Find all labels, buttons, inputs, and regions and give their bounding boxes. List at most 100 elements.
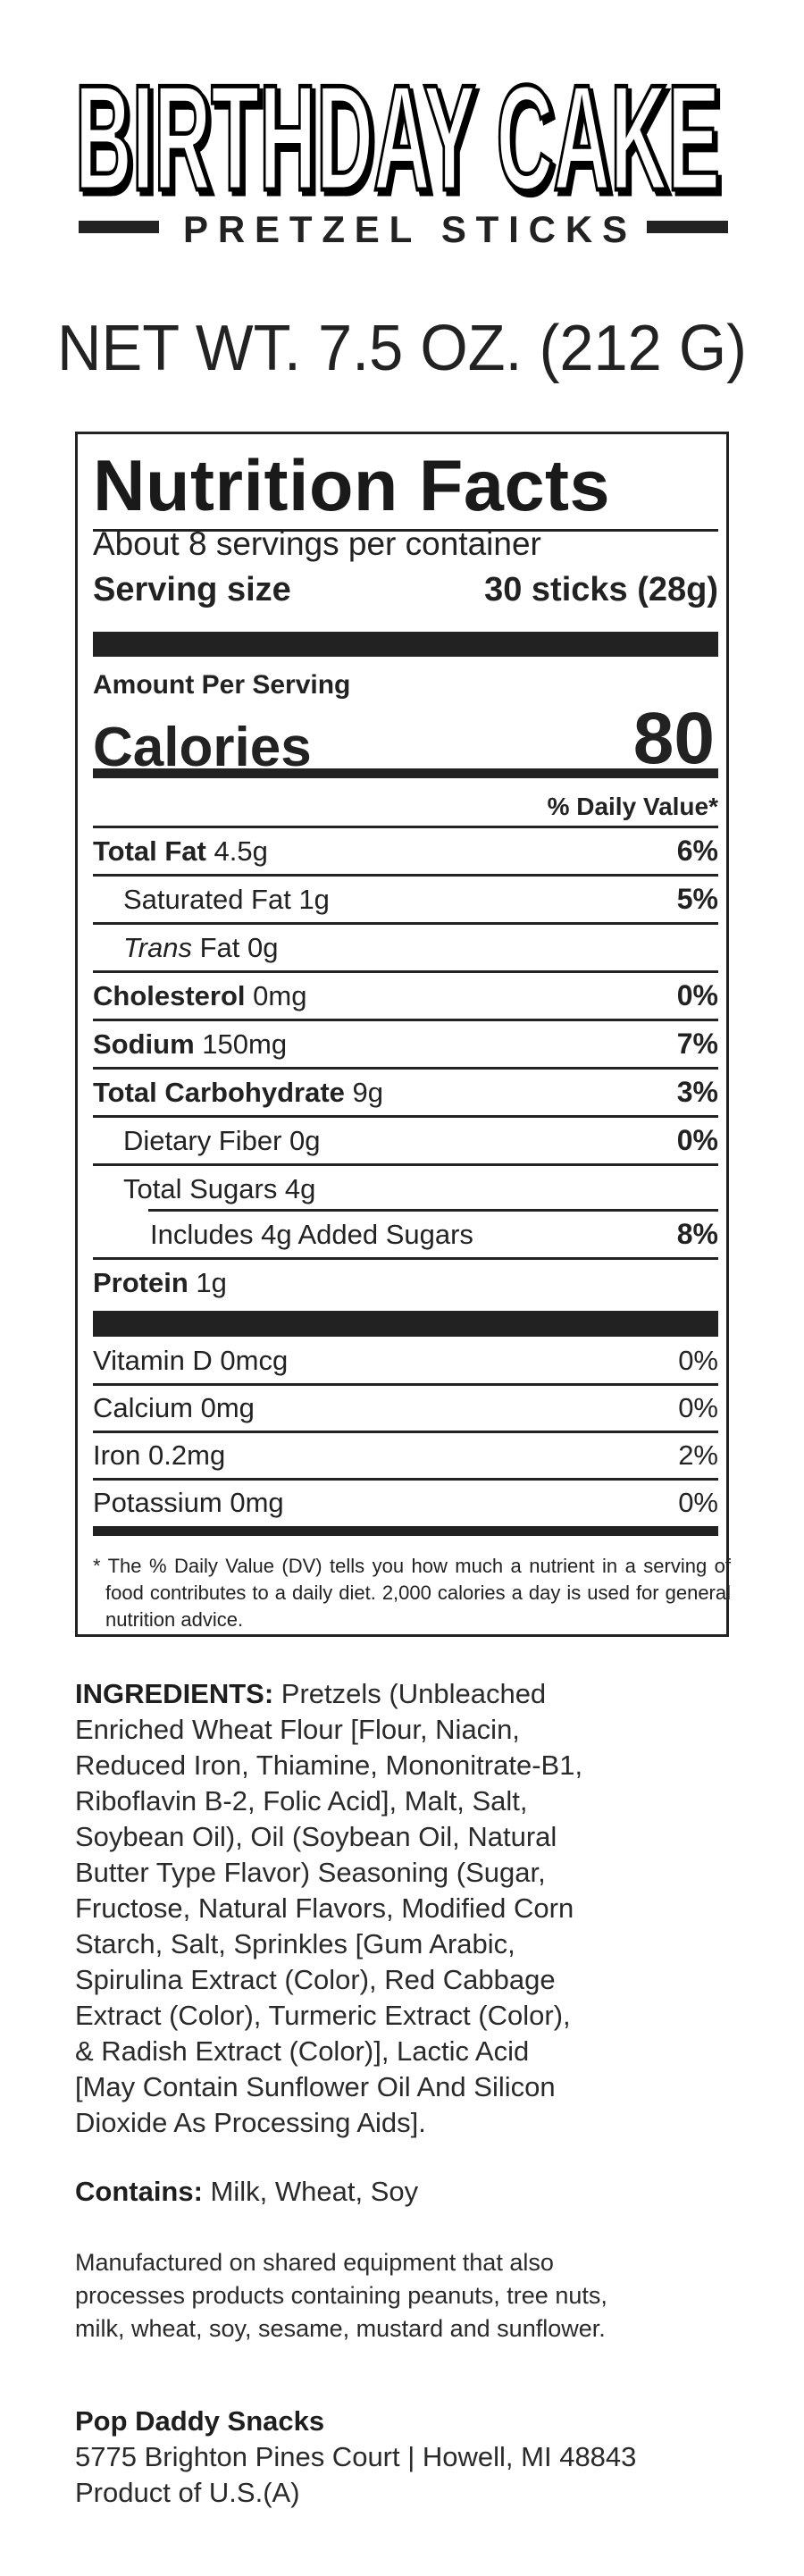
amount-per-serving: Amount Per Serving xyxy=(93,670,351,700)
manufacturer-name: Pop Daddy Snacks xyxy=(75,2405,325,2437)
nutrient-amount: 1g xyxy=(196,1266,227,1298)
serving-size-label: Serving size xyxy=(93,571,291,608)
serving-size-value: 30 sticks (28g) xyxy=(484,571,718,608)
ingredients-label: INGREDIENTS: xyxy=(75,1678,274,1709)
nutrient-dv: 3% xyxy=(676,1076,718,1108)
shared-equipment-line: milk, wheat, soy, sesame, mustard and su… xyxy=(75,2315,606,2342)
medium-divider xyxy=(93,1526,718,1536)
nutrient-amount: 4.5g xyxy=(214,835,268,867)
manufacturer-info: Pop Daddy Snacks 5775 Brighton Pines Cou… xyxy=(75,2404,636,2511)
allergen-value: Milk, Wheat, Soy xyxy=(202,2176,419,2207)
nutrition-facts-title: Nutrition Facts xyxy=(93,446,611,526)
medium-divider xyxy=(93,768,718,778)
ingredients-line: Enriched Wheat Flour [Flour, Niacin, xyxy=(75,1714,520,1745)
calories-value: 80 xyxy=(632,698,715,779)
vitamin-label: Iron 0.2mg xyxy=(93,1439,226,1471)
vitamin-row-calcium: Calcium 0mg 0% xyxy=(93,1386,718,1433)
nutrient-rows: Total Fat 4.5g 6% Saturated Fat 1g 5% Tran… xyxy=(93,828,718,1305)
nutrient-dv: 0% xyxy=(676,1124,718,1156)
nutrient-amount: 9g xyxy=(352,1076,384,1108)
ingredients-line: INGREDIENTS: Pretzels (Unbleached xyxy=(75,1676,582,1712)
nutrient-row-total-fat: Total Fat 4.5g 6% xyxy=(93,828,718,877)
nutrient-amount: 150mg xyxy=(202,1028,288,1060)
daily-value-header: % Daily Value* xyxy=(547,793,718,820)
nutrient-label: Trans xyxy=(123,931,192,963)
ingredients-line: [May Contain Sunflower Oil And Silicon xyxy=(75,2071,556,2102)
calories-label: Calories xyxy=(93,717,312,778)
subtitle-bar-right xyxy=(647,221,728,233)
ingredients: INGREDIENTS: Pretzels (Unbleached Enrich… xyxy=(75,1676,582,2141)
allergen-statement: Contains: Milk, Wheat, Soy xyxy=(75,2174,418,2210)
ingredients-line: & Radish Extract (Color)], Lactic Acid xyxy=(75,2035,530,2067)
nutrient-row-protein: Protein 1g xyxy=(93,1260,718,1305)
vitamin-dv: 0% xyxy=(678,1392,718,1423)
nutrient-row-total-carbohydrate: Total Carbohydrate 9g 3% xyxy=(93,1070,718,1118)
divider xyxy=(93,529,718,532)
nutrient-label: Total Fat xyxy=(93,835,206,867)
thick-divider xyxy=(93,1311,718,1337)
nutrient-label: Includes 4g Added Sugars xyxy=(150,1218,473,1250)
ingredients-line: Riboflavin B-2, Folic Acid], Malt, Salt, xyxy=(75,1785,528,1817)
serving-size: Serving size 30 sticks (28g) xyxy=(93,573,718,607)
shared-equipment-line: processes products containing peanuts, t… xyxy=(75,2282,607,2309)
servings-per-container: About 8 servings per container xyxy=(93,525,541,562)
nutrient-row-trans-fat: Trans Fat 0g xyxy=(93,925,718,973)
shared-equipment-line: Manufactured on shared equipment that al… xyxy=(75,2249,554,2276)
ingredients-text: Pretzels (Unbleached xyxy=(273,1678,547,1709)
ingredients-line: Reduced Iron, Thiamine, Mononitrate-B1, xyxy=(75,1749,583,1781)
nutrient-row-sodium: Sodium 150mg 7% xyxy=(93,1021,718,1070)
nutrient-dv: 5% xyxy=(676,883,718,915)
vitamin-label: Potassium 0mg xyxy=(93,1487,284,1518)
product-subtitle: PRETZEL STICKS xyxy=(183,208,627,248)
nutrient-label: Protein xyxy=(93,1266,188,1298)
nutrient-label: Dietary Fiber 0g xyxy=(123,1124,321,1156)
product-subtitle-text: PRETZEL STICKS xyxy=(183,208,627,248)
nutrient-dv: 0% xyxy=(676,979,718,1011)
manufacturer-address: 5775 Brighton Pines Court | Howell, MI 4… xyxy=(75,2441,637,2472)
ingredients-line: Fructose, Natural Flavors, Modified Corn xyxy=(75,1892,574,1924)
ingredients-line: Butter Type Flavor) Seasoning (Sugar, xyxy=(75,1857,546,1888)
nutrient-dv: 8% xyxy=(676,1218,718,1250)
nutrient-dv: 7% xyxy=(676,1028,718,1060)
vitamin-label: Calcium 0mg xyxy=(93,1392,255,1423)
nutrient-amount: Fat 0g xyxy=(199,931,279,963)
ingredients-line: Spirulina Extract (Color), Red Cabbage xyxy=(75,1964,556,1995)
nutrient-amount: 0mg xyxy=(253,979,307,1011)
calories-row: Calories 80 xyxy=(93,702,718,776)
ingredients-line: Starch, Salt, Sprinkles [Gum Arabic, xyxy=(75,1928,515,1959)
ingredients-line: Dioxide As Processing Aids]. xyxy=(75,2107,426,2138)
product-title-text: BIRTHDAY CAKE xyxy=(75,76,720,206)
daily-value-footnote: * The % Daily Value (DV) tells you how m… xyxy=(93,1555,731,1631)
vitamin-row-iron: Iron 0.2mg 2% xyxy=(93,1433,718,1481)
vitamin-label: Vitamin D 0mcg xyxy=(93,1345,289,1376)
shared-equipment-statement: Manufactured on shared equipment that al… xyxy=(75,2246,607,2345)
vitamin-row-vitamin-d: Vitamin D 0mcg 0% xyxy=(93,1338,718,1386)
nutrient-row-dietary-fiber: Dietary Fiber 0g 0% xyxy=(93,1118,718,1166)
vitamin-row-potassium: Potassium 0mg 0% xyxy=(93,1481,718,1525)
vitamin-dv: 0% xyxy=(678,1345,718,1376)
nutrient-dv: 6% xyxy=(676,835,718,867)
ingredients-line: Soybean Oil), Oil (Soybean Oil, Natural xyxy=(75,1821,557,1852)
allergen-label: Contains: xyxy=(75,2176,203,2207)
thick-divider xyxy=(93,632,718,657)
nutrition-facts-panel: Nutrition Facts About 8 servings per con… xyxy=(75,432,731,1637)
divider xyxy=(93,826,718,828)
nutrient-label: Total Carbohydrate xyxy=(93,1076,345,1108)
product-title: BIRTHDAY CAKE xyxy=(73,76,723,206)
nutrient-row-cholesterol: Cholesterol 0mg 0% xyxy=(93,973,718,1021)
nutrient-label: Cholesterol xyxy=(93,979,246,1011)
nutrient-row-saturated-fat: Saturated Fat 1g 5% xyxy=(93,877,718,925)
vitamin-dv: 0% xyxy=(678,1487,718,1518)
vitamin-rows: Vitamin D 0mcg 0% Calcium 0mg 0% Iron 0.2m… xyxy=(93,1338,718,1525)
nutrient-label: Total Sugars 4g xyxy=(123,1172,316,1204)
nutrient-row-added-sugars: Includes 4g Added Sugars 8% xyxy=(93,1212,718,1260)
subtitle-bar-left xyxy=(79,221,159,233)
nutrient-row-total-sugars: Total Sugars 4g xyxy=(93,1166,718,1212)
country-of-origin: Product of U.S.(A) xyxy=(75,2477,300,2508)
net-weight-text: NET WT. 7.5 OZ. (212 G) xyxy=(57,313,747,384)
nutrient-label: Sodium xyxy=(93,1028,195,1060)
ingredients-line: Extract (Color), Turmeric Extract (Color… xyxy=(75,2000,571,2031)
nutrient-label: Saturated Fat 1g xyxy=(123,883,330,915)
net-weight: NET WT. 7.5 OZ. (212 G) xyxy=(57,313,747,384)
vitamin-dv: 2% xyxy=(678,1439,718,1471)
